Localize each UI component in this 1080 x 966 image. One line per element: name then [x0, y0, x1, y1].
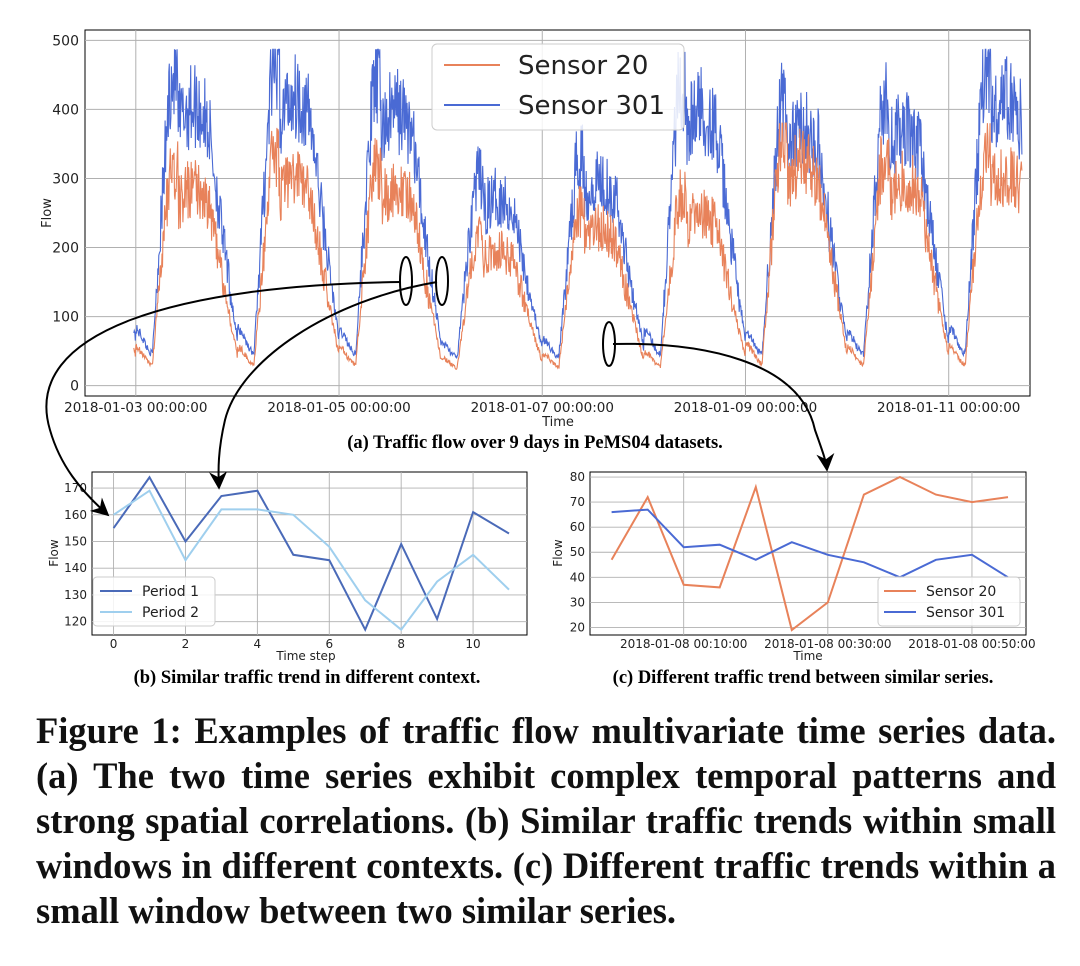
- panel-b-frame: [91, 471, 528, 636]
- arrow-to-panel-c: [612, 342, 835, 472]
- y-tick-label: 500: [52, 33, 79, 49]
- y-tick-label: 120: [64, 615, 87, 629]
- panel-b-legend: Period 1 Period 2: [92, 576, 216, 627]
- panel-c-x-ticks: 2018-01-08 00:10:00 2018-01-08 00:30:00 20…: [620, 637, 1036, 651]
- panel-c-caption: (c) Different traffic trend between simi…: [613, 668, 994, 688]
- panel-b-legend-box: [92, 576, 216, 627]
- y-tick-label: 200: [52, 241, 79, 257]
- arrow-to-panel-b-period-2: [209, 281, 438, 490]
- series-line-c-sensor-301: [611, 508, 1009, 579]
- x-tick-label: 2018-01-11 00:00:00: [877, 400, 1020, 416]
- legend-label-period-1: Period 1: [142, 584, 199, 600]
- legend-label-period-2: Period 2: [142, 605, 199, 621]
- highlight-ellipse: [435, 256, 449, 306]
- panel-b-similar-trend: 120 130 140 150 160 170 0 2 4 6 8 10 Time step Flo…: [47, 471, 528, 688]
- y-tick-label: 400: [52, 102, 79, 118]
- y-tick-label: 300: [52, 171, 79, 187]
- y-tick-label: 60: [570, 520, 585, 534]
- panel-b-x-axis-label: Time step: [275, 649, 335, 663]
- x-tick-label: 2018-01-03 00:00:00: [64, 400, 207, 416]
- panel-a-y-ticks: 0 100 200 300 400 500: [52, 33, 79, 394]
- y-tick-label: 130: [64, 588, 87, 602]
- y-tick-label: 150: [64, 534, 87, 548]
- legend-label-c-sensor-20: Sensor 20: [926, 584, 996, 600]
- panel-c-series: [610, 475, 1009, 632]
- series-line-period-2: [113, 489, 510, 632]
- y-tick-label: 30: [570, 595, 585, 609]
- panel-c-grid: [590, 472, 1026, 635]
- x-tick-label: 2018-01-08 00:10:00: [620, 637, 747, 651]
- panel-b-series: [112, 475, 510, 633]
- legend-label-sensor-20: Sensor 20: [518, 51, 648, 81]
- panel-a-x-axis-label: Time: [541, 415, 574, 430]
- highlight-ellipse: [399, 256, 413, 306]
- panel-a-legend: Sensor 20 Sensor 301: [431, 43, 685, 131]
- panel-c-y-axis-label: Flow: [551, 539, 565, 567]
- panel-b-caption: (b) Similar traffic trend in different c…: [134, 668, 481, 688]
- legend-label-c-sensor-301: Sensor 301: [926, 605, 1005, 621]
- panel-b-x-ticks: 0 2 4 6 8 10: [110, 637, 481, 651]
- x-tick-label: 2018-01-09 00:00:00: [674, 400, 817, 416]
- y-tick-label: 50: [570, 545, 585, 559]
- y-tick-label: 40: [570, 570, 585, 584]
- y-tick-label: 70: [570, 495, 585, 509]
- panel-a-highlight-ellipses: [399, 256, 616, 367]
- panel-c-frame: [589, 471, 1027, 636]
- x-tick-label: 8: [397, 637, 405, 651]
- panel-a-caption: (a) Traffic flow over 9 days in PeMS04 d…: [347, 433, 723, 453]
- panel-a-y-axis-label: Flow: [40, 198, 55, 228]
- panel-c-legend: Sensor 20 Sensor 301: [877, 576, 1021, 627]
- y-tick-label: 0: [70, 379, 79, 395]
- y-tick-label: 80: [570, 470, 585, 484]
- series-line-period-1: [112, 475, 510, 633]
- x-tick-label: 2: [182, 637, 190, 651]
- y-tick-label: 140: [64, 561, 87, 575]
- x-tick-label: 6: [325, 637, 333, 651]
- x-tick-label: 2018-01-07 00:00:00: [471, 400, 614, 416]
- x-tick-label: 2018-01-08 00:50:00: [908, 637, 1035, 651]
- y-tick-label: 160: [64, 508, 87, 522]
- series-line-sensor-301: [133, 48, 1023, 359]
- y-tick-label: 20: [570, 620, 585, 634]
- x-tick-label: 0: [110, 637, 118, 651]
- connector-arrows: [45, 281, 835, 517]
- panel-b-y-ticks: 120 130 140 150 160 170: [64, 481, 87, 629]
- panel-c-legend-box: [877, 576, 1021, 627]
- panel-a-x-ticks: 2018-01-03 00:00:00 2018-01-05 00:00:00 20…: [64, 400, 1020, 416]
- x-tick-label: 2018-01-05 00:00:00: [267, 400, 410, 416]
- panel-c-y-ticks: 20 30 40 50 60 70 80: [570, 470, 585, 634]
- y-tick-label: 100: [52, 310, 79, 326]
- legend-label-sensor-301: Sensor 301: [518, 91, 665, 121]
- y-tick-label: 170: [64, 481, 87, 495]
- panel-a-series: [133, 48, 1023, 370]
- arrow-to-panel-b-period-1: [45, 281, 402, 517]
- panel-b-y-axis-label: Flow: [47, 539, 61, 567]
- figure-caption: Figure 1: Examples of traffic flow multi…: [36, 710, 1056, 931]
- series-line-c-sensor-20: [610, 475, 1009, 632]
- x-tick-label: 2018-01-08 00:30:00: [764, 637, 891, 651]
- x-tick-label: 10: [465, 637, 480, 651]
- series-line-sensor-20: [133, 122, 1023, 370]
- panel-a-frame: [84, 29, 1031, 397]
- x-tick-label: 4: [254, 637, 262, 651]
- panel-c-x-axis-label: Time: [792, 649, 822, 663]
